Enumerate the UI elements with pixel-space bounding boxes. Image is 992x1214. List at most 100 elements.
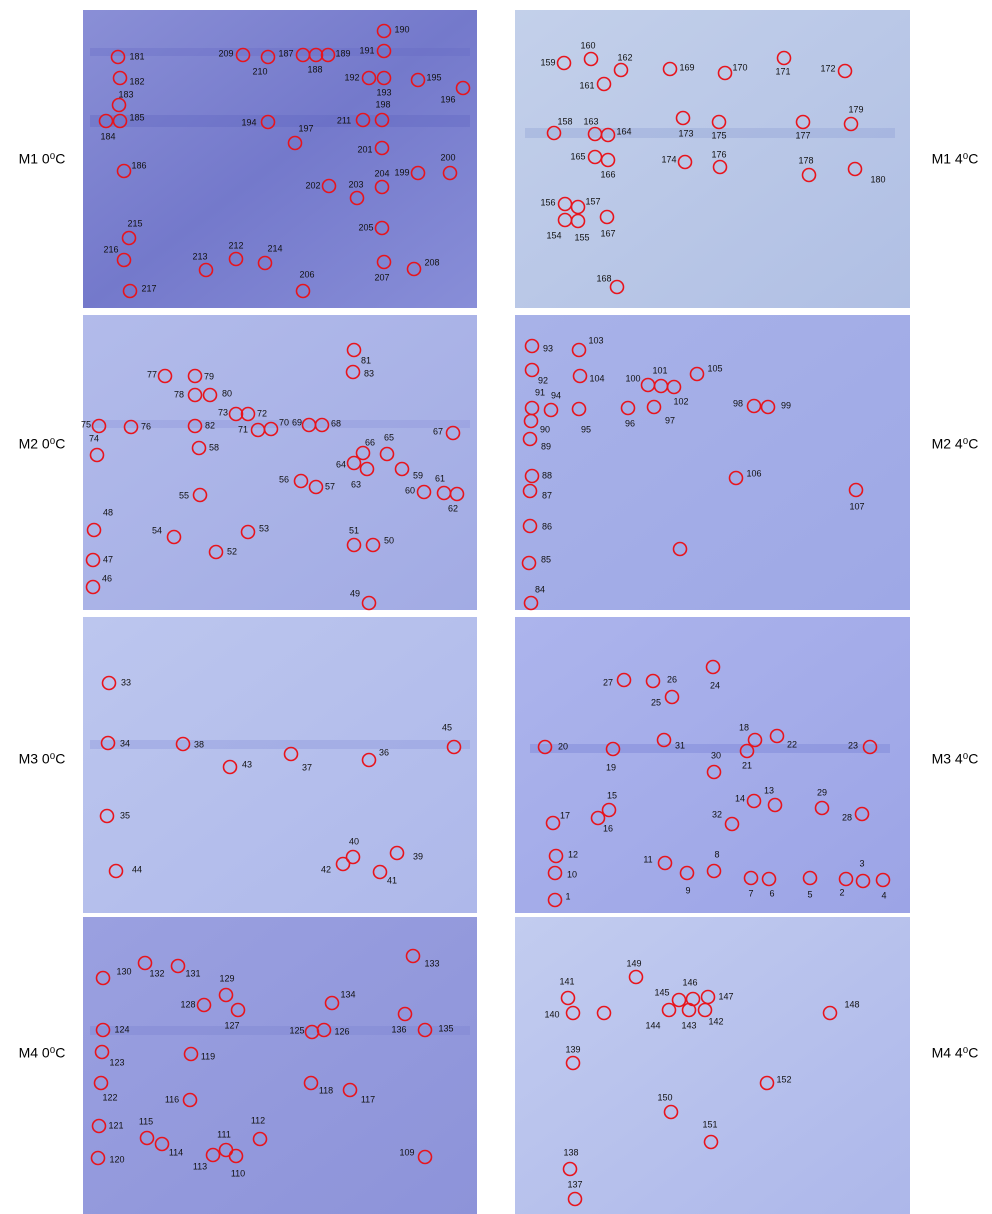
spot-label: 22	[787, 739, 797, 749]
row-label: M3 4⁰C	[932, 751, 979, 767]
spot-circle	[85, 579, 101, 595]
spot-circle	[121, 230, 137, 246]
spot-label: 40	[349, 836, 359, 846]
spot-label: 157	[585, 196, 600, 206]
spot-label: 189	[335, 48, 350, 58]
spot-label: 29	[817, 787, 827, 797]
spot-label: 197	[298, 123, 313, 133]
spot-label: 84	[535, 584, 545, 594]
spot-label: 162	[617, 52, 632, 62]
spot-label: 200	[440, 152, 455, 162]
spot-label: 204	[374, 168, 389, 178]
spot-label: 51	[349, 525, 359, 535]
spot-label: 213	[192, 251, 207, 261]
band	[530, 744, 890, 753]
spot-label: 95	[581, 424, 591, 434]
spot-label: 42	[321, 864, 331, 874]
spot-circle	[605, 741, 621, 757]
spot-label: 184	[100, 131, 115, 141]
spot-circle	[524, 468, 540, 484]
spot-label: 167	[600, 228, 615, 238]
spot-circle	[848, 482, 864, 498]
spot-label: 182	[129, 76, 144, 86]
spot-circle	[228, 1148, 244, 1164]
spot-label: 4	[881, 890, 886, 900]
spot-circle	[218, 987, 234, 1003]
spot-circle	[663, 1104, 679, 1120]
spot-label: 113	[193, 1161, 207, 1171]
spot-circle	[345, 364, 361, 380]
spot-label: 106	[746, 468, 761, 478]
band	[90, 740, 470, 749]
spot-circle	[182, 1092, 198, 1108]
spot-circle	[175, 736, 191, 752]
band	[525, 128, 895, 138]
spot-label: 75	[81, 419, 91, 429]
spot-circle	[417, 1149, 433, 1165]
row-label: M2 4⁰C	[932, 436, 979, 452]
spot-label: 77	[147, 369, 157, 379]
row-label: M2 0⁰C	[19, 436, 66, 452]
spot-circle	[743, 870, 759, 886]
spot-circle	[376, 254, 392, 270]
spot-circle	[346, 537, 362, 553]
spot-circle	[620, 400, 636, 416]
spot-circle	[137, 955, 153, 971]
spot-circle	[320, 47, 336, 63]
spot-label: 87	[542, 490, 552, 500]
spot-label: 203	[348, 179, 363, 189]
spot-circle	[361, 70, 377, 86]
spot-circle	[600, 127, 616, 143]
spot-label: 14	[735, 793, 745, 803]
spot-label: 117	[361, 1094, 375, 1104]
spot-label: 21	[742, 760, 752, 770]
spot-circle	[661, 1002, 677, 1018]
spot-label: 109	[399, 1147, 414, 1157]
spot-circle	[374, 220, 390, 236]
spot-label: 134	[340, 989, 355, 999]
spot-circle	[101, 675, 117, 691]
spot-circle	[405, 948, 421, 964]
spot-label: 185	[129, 112, 144, 122]
spot-circle	[154, 1136, 170, 1152]
spot-circle	[657, 855, 673, 871]
spot-circle	[372, 864, 388, 880]
band	[90, 48, 470, 56]
spot-circle	[706, 764, 722, 780]
spot-circle	[711, 114, 727, 130]
spot-label: 208	[424, 257, 439, 267]
spot-circle	[379, 446, 395, 462]
spot-circle	[546, 125, 562, 141]
spot-label: 168	[596, 273, 611, 283]
spot-label: 136	[391, 1024, 406, 1034]
spot-circle	[316, 1022, 332, 1038]
spot-circle	[85, 552, 101, 568]
spot-circle	[374, 140, 390, 156]
spot-label: 180	[870, 174, 885, 184]
spot-circle	[572, 368, 588, 384]
spot-label: 54	[152, 525, 162, 535]
spot-label: 9	[685, 885, 690, 895]
spot-label: 123	[109, 1057, 124, 1067]
spot-label: 16	[603, 823, 613, 833]
spot-label: 101	[652, 365, 667, 375]
spot-circle	[365, 537, 381, 553]
spot-label: 179	[848, 104, 863, 114]
spot-label: 205	[358, 222, 373, 232]
band	[90, 1026, 470, 1035]
spot-circle	[349, 190, 365, 206]
spot-label: 148	[844, 999, 859, 1009]
spot-label: 24	[710, 680, 720, 690]
spot-label: 73	[218, 407, 228, 417]
spot-circle	[122, 283, 138, 299]
band	[90, 420, 470, 428]
spot-label: 57	[325, 481, 335, 491]
spot-label: 181	[129, 51, 144, 61]
spot-circle	[198, 262, 214, 278]
spot-label: 144	[645, 1020, 660, 1030]
spot-label: 128	[180, 999, 195, 1009]
spot-circle	[681, 1002, 697, 1018]
spot-label: 32	[712, 809, 722, 819]
spot-circle	[376, 43, 392, 59]
spot-circle	[324, 995, 340, 1011]
